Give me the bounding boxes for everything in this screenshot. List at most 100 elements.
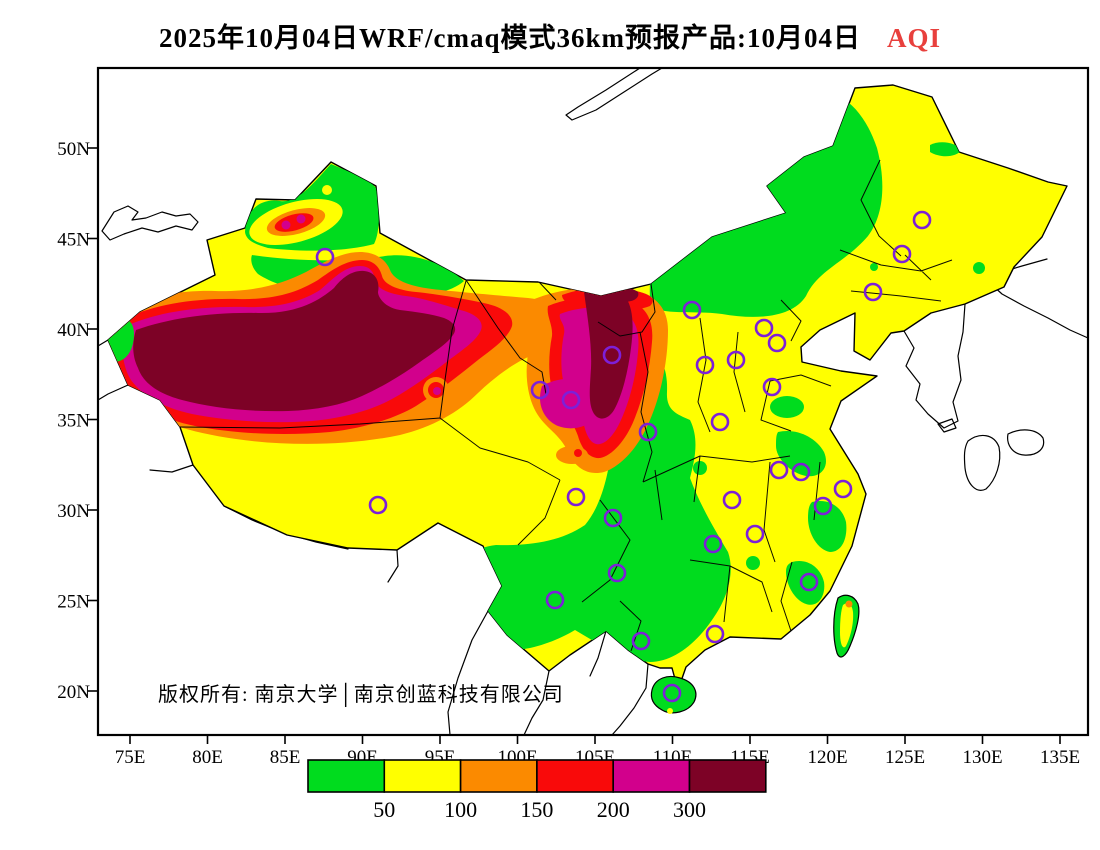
plot-frame bbox=[96, 66, 1090, 737]
yellow-dot-2 bbox=[322, 185, 332, 195]
y-tick-label: 40N bbox=[57, 320, 90, 341]
islands bbox=[650, 594, 860, 714]
station-marker bbox=[662, 683, 682, 703]
station-marker bbox=[315, 247, 335, 267]
lake-balkhash-outline bbox=[101, 205, 199, 241]
hainan-island bbox=[650, 675, 697, 714]
green-patch-shandong bbox=[770, 396, 804, 418]
station-marker bbox=[368, 495, 388, 515]
y-tick-label: 50N bbox=[57, 139, 90, 160]
green-patch-small-3 bbox=[870, 263, 878, 271]
station-marker bbox=[566, 487, 586, 507]
yellow-dot-1 bbox=[300, 173, 310, 183]
station-marker bbox=[813, 496, 833, 516]
title-variable: AQI bbox=[886, 23, 941, 53]
legend-swatch bbox=[459, 759, 538, 793]
station-marker bbox=[767, 333, 787, 353]
x-tick-label: 85E bbox=[270, 747, 301, 768]
legend-swatch bbox=[307, 759, 386, 793]
station-marker bbox=[561, 390, 581, 410]
station-marker bbox=[799, 572, 819, 592]
colorbar-legend: 50 100 150 200 300 bbox=[307, 759, 767, 822]
province-boundaries bbox=[179, 159, 953, 652]
qaidam-spot-magenta bbox=[433, 387, 441, 395]
legend-value-label: 150 bbox=[520, 797, 553, 822]
y-tick-label: 20N bbox=[57, 682, 90, 703]
station-markers bbox=[315, 210, 932, 703]
y-axis-ticks: 20N 25N 30N 35N 40N 45N 50N bbox=[57, 139, 98, 703]
x-tick-label: 130E bbox=[962, 747, 1002, 768]
station-marker bbox=[769, 460, 789, 480]
korea-peninsula-outline bbox=[903, 303, 966, 429]
station-marker bbox=[722, 490, 742, 510]
legend-value-label: 200 bbox=[597, 797, 630, 822]
station-marker bbox=[602, 345, 622, 365]
station-marker bbox=[745, 524, 765, 544]
station-marker bbox=[705, 624, 725, 644]
mongolia-russia-border bbox=[565, 67, 663, 121]
green-patch-fujian-coast bbox=[786, 560, 825, 605]
station-marker bbox=[695, 355, 715, 375]
copyright-text: 版权所有: 南京大学│南京创蓝科技有限公司 bbox=[158, 684, 564, 706]
green-patch-small-1 bbox=[693, 461, 707, 475]
chart-title: 2025年10月04日WRF/cmaq模式36km预报产品:10月04日 AQI bbox=[0, 16, 1100, 55]
taiwan-yellow-band bbox=[840, 603, 854, 648]
station-marker bbox=[912, 210, 932, 230]
station-marker bbox=[892, 244, 912, 264]
legend-swatch bbox=[688, 759, 767, 793]
station-marker bbox=[754, 318, 774, 338]
tarim-maroon-core bbox=[133, 270, 456, 412]
tsushima-outline bbox=[937, 418, 957, 433]
south-gansu-spot-red bbox=[574, 449, 582, 457]
green-patch-ne-small bbox=[973, 262, 985, 274]
station-marker bbox=[726, 350, 746, 370]
kyushu-outline bbox=[963, 434, 1001, 491]
taiwan-orange-spot bbox=[845, 600, 853, 608]
x-tick-label: 135E bbox=[1040, 747, 1080, 768]
legend-value-label: 100 bbox=[444, 797, 477, 822]
indochina-borders bbox=[447, 610, 649, 736]
station-marker bbox=[710, 412, 730, 432]
legend-swatch bbox=[612, 759, 691, 793]
shikoku-outline bbox=[1007, 429, 1045, 456]
station-marker bbox=[863, 282, 883, 302]
gansu-magenta-sw-lobe bbox=[539, 378, 604, 429]
x-tick-label: 125E bbox=[885, 747, 925, 768]
station-marker bbox=[762, 377, 782, 397]
spot-magenta-core-2 bbox=[296, 214, 306, 224]
title-main: 2025年10月04日WRF/cmaq模式36km预报产品:10月04日 bbox=[159, 23, 861, 53]
station-marker bbox=[607, 563, 627, 583]
x-tick-label: 80E bbox=[192, 747, 223, 768]
x-tick-label: 75E bbox=[115, 747, 146, 768]
legend-swatch bbox=[383, 759, 462, 793]
y-tick-label: 25N bbox=[57, 592, 90, 613]
green-patch-small-2 bbox=[746, 556, 760, 570]
station-marker bbox=[545, 590, 565, 610]
spot-magenta-core-1 bbox=[281, 220, 291, 230]
green-patch-ne-border bbox=[930, 142, 962, 157]
station-marker bbox=[703, 534, 723, 554]
aqi-contour-field bbox=[108, 88, 985, 662]
hainan-yellow-dot bbox=[667, 708, 673, 714]
station-marker bbox=[833, 479, 853, 499]
station-marker bbox=[530, 380, 550, 400]
green-patch-jiangsu-anhui bbox=[776, 430, 826, 477]
station-marker bbox=[791, 462, 811, 482]
y-tick-label: 30N bbox=[57, 501, 90, 522]
south-gansu-spot-orange bbox=[556, 446, 588, 464]
station-marker bbox=[638, 422, 658, 442]
green-patch-zhejiang-coast bbox=[808, 500, 847, 552]
y-tick-label: 35N bbox=[57, 411, 90, 432]
green-zone-central-south bbox=[454, 349, 731, 662]
station-marker bbox=[603, 508, 623, 528]
legend-swatch bbox=[536, 759, 615, 793]
y-tick-label: 45N bbox=[57, 230, 90, 251]
station-marker bbox=[631, 631, 651, 651]
station-marker bbox=[682, 300, 702, 320]
russia-coast bbox=[989, 258, 1089, 339]
x-tick-label: 120E bbox=[807, 747, 847, 768]
legend-value-label: 300 bbox=[673, 797, 706, 822]
legend-value-label: 50 bbox=[373, 797, 395, 822]
